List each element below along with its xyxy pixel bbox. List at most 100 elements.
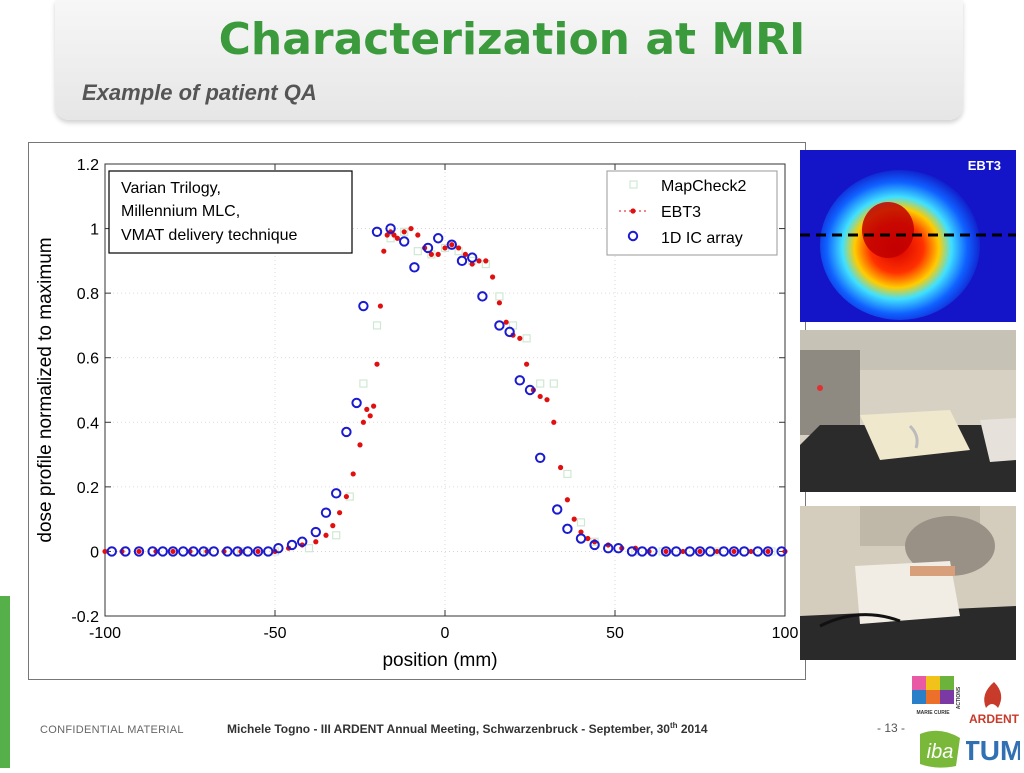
ic-array-point: [120, 546, 131, 557]
ic-array-point: [297, 536, 308, 547]
ebt3-point: [357, 442, 363, 448]
ebt3-point: [408, 225, 414, 232]
ebt3-point: [391, 232, 397, 238]
ic-array-point: [331, 488, 342, 499]
ebt3-point: [462, 251, 468, 257]
ic-array-point: [351, 397, 362, 409]
ebt3-point: [537, 393, 543, 400]
ebt3-point: [496, 300, 502, 306]
ebt3-point: [663, 548, 669, 555]
tum-logo: TUM: [963, 730, 1023, 766]
ic-array-point: [242, 546, 254, 557]
ic-array-point: [358, 300, 369, 312]
ebt3-point: [364, 406, 370, 412]
ic-array-point: [514, 375, 525, 386]
marie-curie-text: MARIE CURIE: [916, 710, 950, 716]
ebt3-point: [330, 523, 336, 529]
ic-array-point: [477, 291, 488, 302]
ic-array-point: [776, 546, 787, 557]
legend-marker-mapcheck2: [629, 180, 638, 189]
ardent-logo: ARDENT: [964, 680, 1024, 726]
ic-array-point: [385, 223, 396, 234]
mapcheck2-point: [372, 321, 382, 330]
ic-array-point: [232, 546, 243, 557]
ebt3-point: [680, 548, 686, 555]
ic-array-point: [613, 543, 624, 554]
y-tick-label: 1: [90, 222, 99, 239]
ebt3-point: [367, 413, 373, 419]
ebt3-point: [102, 548, 108, 555]
ic-array-point: [399, 236, 410, 247]
y-tick-label: 0: [90, 544, 99, 561]
ebt3-point: [377, 303, 383, 309]
legend-label-ebt3: EBT3: [661, 204, 701, 221]
ebt3-point: [442, 245, 448, 251]
ebt3-point: [585, 535, 591, 542]
ebt3-point: [476, 258, 482, 264]
ic-array-point: [671, 546, 682, 557]
chart-frame: -100 -50 0 50 100 -0.2 0 0.2 0.4 0.6 0.8 1 1.2 posit…: [28, 142, 806, 680]
ic-array-point: [504, 326, 515, 338]
ic-array-point: [456, 255, 468, 267]
slide-subtitle: Example of patient QA: [82, 80, 317, 105]
ebt3-point: [323, 532, 329, 538]
ic-array-point: [263, 546, 274, 557]
ebt3-point: [337, 510, 343, 516]
iba-logo: iba: [914, 728, 966, 768]
ebt3-point: [371, 403, 377, 409]
ic-array-point: [222, 546, 233, 557]
ebt3-point: [483, 258, 489, 264]
data-series: [102, 223, 788, 557]
ic-array-point: [575, 533, 587, 544]
ebt3-point: [360, 419, 366, 425]
ebt3-point: [551, 419, 557, 425]
ebt3-point: [313, 539, 319, 545]
ebt3-point: [490, 274, 496, 280]
ic-array-point: [106, 546, 118, 557]
ebt3-point: [374, 361, 380, 367]
slide-title: Characterization at MRI: [218, 14, 806, 65]
ebt3-point: [558, 464, 564, 471]
ebt3-point: [524, 361, 530, 367]
mapcheck2-point: [400, 227, 409, 236]
ic-array-point: [252, 546, 264, 557]
series-ebt3: [102, 225, 788, 555]
ic-array-point: [320, 507, 332, 518]
legend-marker-ebt3: [630, 208, 636, 214]
mapcheck2-point: [576, 518, 586, 527]
ic-array-point: [198, 546, 209, 557]
mapcheck2-point: [522, 334, 531, 343]
ic-array-point: [433, 233, 444, 244]
ic-array-point: [552, 504, 563, 515]
ic-array-point: [286, 539, 298, 551]
y-axis-label: dose profile normalized to maximum: [35, 237, 56, 542]
ebt3-point: [697, 548, 703, 555]
legend-marker-1d-ic-array: [627, 230, 639, 242]
ebt3-film-image: EBT3: [800, 150, 1016, 322]
ebt3-point: [564, 497, 571, 503]
legend-label-mapcheck2: MapCheck2: [661, 178, 746, 195]
ebt3-point: [381, 248, 387, 254]
mapcheck2-point: [386, 234, 395, 243]
ebt3-point: [384, 232, 390, 238]
phantom-photo: [800, 330, 1016, 492]
ic-array-point: [409, 262, 420, 273]
ebt3-point: [449, 242, 455, 248]
ebt3-point: [765, 548, 771, 555]
x-tick-label: 100: [772, 625, 799, 642]
legend-label-1d-ic-array: 1D IC array: [661, 230, 743, 247]
footer-author-text: Michele Togno - III ARDENT Annual Meetin…: [227, 722, 670, 736]
x-tick-label: 0: [441, 625, 450, 642]
detector-setup-photo: [800, 506, 1016, 660]
mapcheck2-point: [304, 544, 314, 553]
ebt3-point: [456, 245, 462, 251]
ebt3-point: [571, 516, 577, 522]
ebt3-point: [415, 232, 421, 238]
ebt3-point: [170, 548, 176, 555]
mapcheck2-point: [495, 292, 504, 301]
y-tick-label: 0.6: [77, 351, 99, 368]
mapcheck2-point: [332, 531, 341, 540]
ebt3-point: [350, 471, 356, 477]
legend: MapCheck2 EBT3 1D IC array: [606, 170, 778, 256]
ic-array-point: [446, 239, 457, 250]
